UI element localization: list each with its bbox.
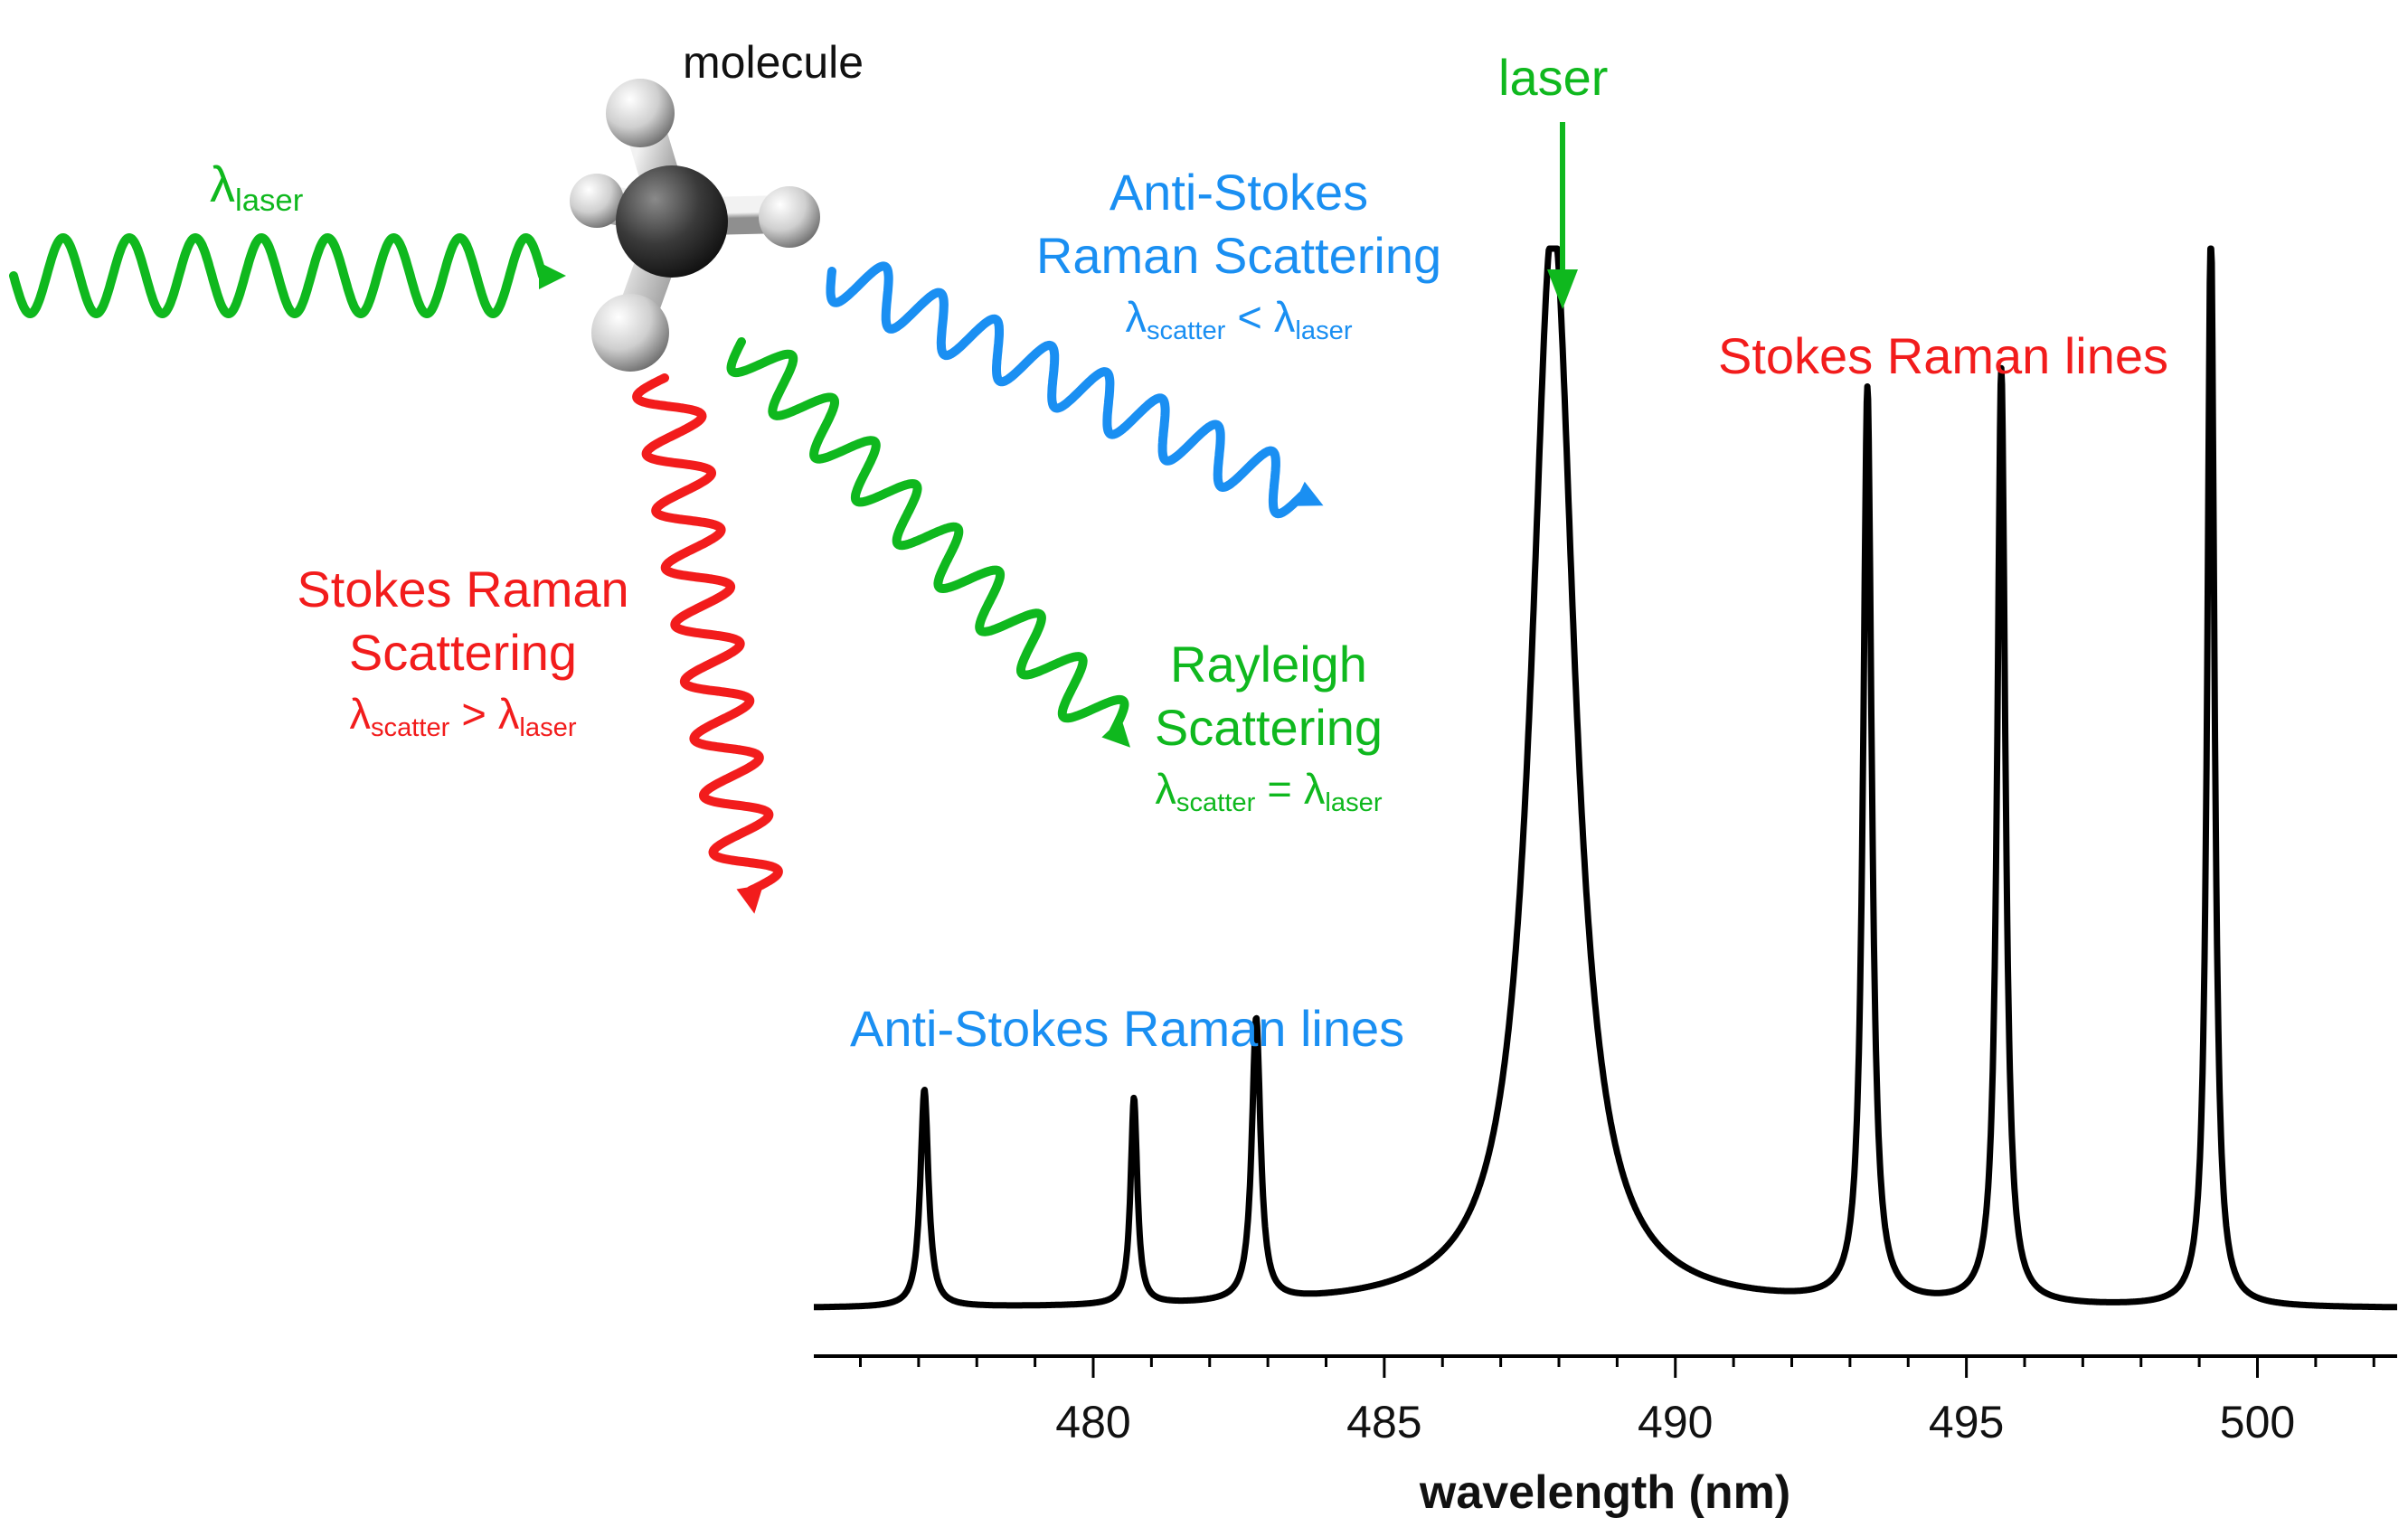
incident-laser-wave [9, 233, 547, 318]
stokes-lines-annotation: Stokes Raman lines [1718, 327, 2169, 384]
molecule-model [570, 79, 820, 372]
rayleigh-wave [726, 337, 1129, 735]
molecule-label: molecule [683, 37, 864, 88]
rel-symbol-b: λ [1303, 765, 1326, 813]
rel-sub-b: laser [1295, 316, 1353, 346]
hydrogen-atom-right [759, 186, 820, 248]
incident-arrowhead [539, 262, 566, 289]
spectrum-line [811, 245, 2400, 1311]
stokes-line2: Scattering [348, 624, 578, 681]
stokes-wave [632, 373, 783, 895]
x-tick-label: 495 [1928, 1397, 2005, 1447]
rayleigh-line1: Rayleigh [1170, 636, 1367, 693]
rayleigh-scattering-label: Rayleigh Scattering λscatter = λlaser [1154, 633, 1383, 818]
x-tick-label: 490 [1638, 1397, 1714, 1447]
stokes-line1: Stokes Raman [297, 561, 629, 617]
rel-sub-a: scatter [370, 713, 450, 743]
carbon-atom [616, 165, 728, 278]
rel-symbol-a: λ [1155, 765, 1176, 813]
anti-stokes-lines-annotation: Anti-Stokes Raman lines [850, 1000, 1405, 1057]
stokes-scattering-label: Stokes Raman Scattering λscatter > λlase… [297, 558, 629, 743]
anti-stokes-line2: Raman Scattering [1035, 227, 1442, 284]
laser-annotation: laser [1498, 49, 1609, 106]
lambda-symbol: λ [210, 156, 235, 212]
anti-stokes-arrowhead [1292, 481, 1324, 506]
x-tick-label: 500 [2219, 1397, 2296, 1447]
rayleigh-arrowhead [1101, 718, 1130, 748]
rel-symbol-a: λ [349, 690, 371, 738]
x-tick-label: 485 [1346, 1397, 1422, 1447]
anti-stokes-wave [826, 261, 1307, 519]
anti-stokes-line1: Anti-Stokes [1109, 164, 1369, 221]
rel-sub-a: scatter [1146, 316, 1226, 346]
rel-sub-b: laser [1325, 788, 1383, 818]
rel-operator: < [1237, 293, 1262, 341]
x-axis-label: wavelength (nm) [1419, 1466, 1791, 1519]
rel-symbol-a: λ [1125, 293, 1147, 341]
x-axis-ticks [859, 1356, 2375, 1378]
incident-wavelength-label: λlaser [210, 156, 303, 217]
stokes-relation: λscatter > λlaser [297, 688, 628, 743]
rayleigh-line2: Scattering [1154, 699, 1383, 756]
hydrogen-atom-left [570, 174, 624, 228]
stokes-arrowhead [736, 884, 764, 914]
rel-symbol-b: λ [497, 690, 520, 738]
rel-operator: = [1267, 765, 1292, 813]
rel-symbol-b: λ [1273, 293, 1296, 341]
rayleigh-relation: λscatter = λlaser [1155, 763, 1383, 818]
rel-sub-a: scatter [1176, 788, 1256, 818]
hydrogen-atom-bottom [591, 294, 669, 372]
rel-sub-b: laser [519, 713, 577, 743]
rel-operator: > [461, 690, 486, 738]
anti-stokes-relation: λscatter < λlaser [1036, 291, 1441, 346]
anti-stokes-scattering-label: Anti-Stokes Raman Scattering λscatter < … [1035, 161, 1442, 346]
lambda-subscript: laser [235, 183, 304, 218]
laser-arrow-head [1547, 269, 1578, 309]
hydrogen-atom-top [606, 79, 675, 147]
x-tick-label: 480 [1055, 1397, 1131, 1447]
